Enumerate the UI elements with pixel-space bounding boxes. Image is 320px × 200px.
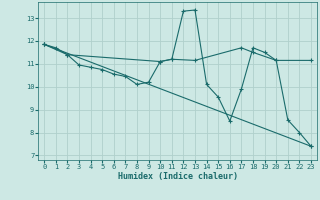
X-axis label: Humidex (Indice chaleur): Humidex (Indice chaleur) — [118, 172, 238, 181]
